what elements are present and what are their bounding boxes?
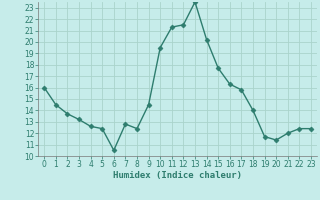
X-axis label: Humidex (Indice chaleur): Humidex (Indice chaleur) <box>113 171 242 180</box>
